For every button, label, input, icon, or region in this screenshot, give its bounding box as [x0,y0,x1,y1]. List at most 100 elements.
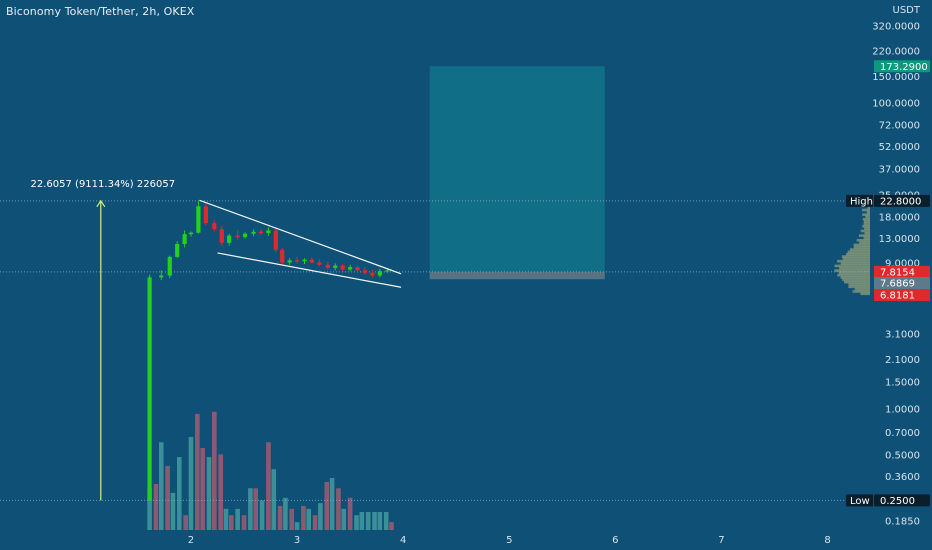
current-price-badge: 7.8154 [880,268,915,279]
candle[interactable] [188,232,194,235]
volume-bar[interactable] [235,508,240,530]
volume-profile-bar [839,266,870,270]
high-tag-bg [846,194,873,207]
candle[interactable] [266,230,271,234]
y-tick-label: 150.0000 [872,72,920,83]
volume-bar[interactable] [170,492,176,530]
candle[interactable] [294,260,300,262]
volume-bar[interactable] [341,508,347,530]
candle[interactable] [212,223,217,230]
candle[interactable] [309,259,315,263]
wedge-lower-line[interactable] [217,252,402,288]
volume-bar[interactable] [359,511,365,530]
candle[interactable] [385,270,390,272]
candle[interactable] [325,264,330,268]
volume-profile-bar [841,255,870,258]
candle[interactable] [175,243,180,257]
volume-bar[interactable] [383,511,389,530]
high-tag: High [850,196,873,207]
candle[interactable] [242,233,248,238]
volume-bar[interactable] [177,457,182,530]
candle[interactable] [159,275,164,278]
y-tick-label: 3.1000 [885,329,920,340]
volume-bar[interactable] [206,457,212,530]
volume-profile-bar [834,264,870,268]
volume-bar[interactable] [259,500,265,530]
volume-bar[interactable] [277,505,283,530]
volume-bar[interactable] [147,488,152,530]
volume-bar[interactable] [228,515,234,530]
volume-profile-bar [867,206,870,209]
candle[interactable] [167,256,172,276]
volume-bar[interactable] [354,515,359,530]
candle[interactable] [251,231,256,234]
low-price-badge: 0.2500 [880,496,915,507]
volume-bar[interactable] [183,515,188,530]
volume-bar[interactable] [241,515,247,530]
volume-bar[interactable] [253,488,258,530]
candle[interactable] [235,235,240,238]
candle[interactable] [333,265,338,268]
target-zone[interactable] [429,66,605,273]
volume-bar[interactable] [336,488,341,530]
volume-bar[interactable] [153,483,159,530]
level-a-badge: 7.6869 [880,279,915,290]
volume-bar[interactable] [195,413,200,530]
volume-bar[interactable] [377,511,383,530]
volume-bar[interactable] [165,465,170,530]
volume-bar[interactable] [266,442,271,530]
candle[interactable] [340,265,345,270]
candle[interactable] [203,206,208,224]
candle[interactable] [147,277,152,501]
x-tick-label: 3 [294,535,300,546]
volume-bar[interactable] [212,411,217,530]
volume-bar[interactable] [158,442,164,530]
volume-bar[interactable] [372,511,377,530]
volume-bar[interactable] [283,497,288,530]
candle[interactable] [302,259,307,262]
candle[interactable] [355,267,360,271]
volume-bar[interactable] [294,522,300,530]
y-tick-label: 1.0000 [885,404,920,415]
candle[interactable] [280,249,285,263]
volume-bar[interactable] [365,511,371,530]
volume-bar[interactable] [188,436,194,530]
candle[interactable] [219,229,224,243]
candle[interactable] [348,267,353,270]
volume-bar[interactable] [248,488,253,530]
candle[interactable] [287,260,292,263]
volume-bar[interactable] [301,505,306,530]
candle[interactable] [317,262,322,265]
candle[interactable] [196,206,201,233]
candle[interactable] [182,234,187,244]
volume-bar[interactable] [324,481,330,530]
volume-bar[interactable] [347,497,353,530]
volume-bar[interactable] [389,522,394,530]
volume-bar[interactable] [200,448,205,530]
chart-title: Biconomy Token/Tether, 2h, OKEX [6,5,195,18]
volume-bar[interactable] [218,454,223,530]
candle[interactable] [377,271,382,276]
y-tick-label: 13.0000 [879,234,920,245]
y-tick-label: 100.0000 [872,99,920,110]
target-price-badge-bg [874,60,930,73]
candle[interactable] [362,270,368,273]
volume-bar[interactable] [329,478,335,530]
stop-zone[interactable] [429,272,605,280]
candle[interactable] [258,231,264,234]
candle[interactable] [273,230,278,250]
volume-bar[interactable] [223,508,229,530]
volume-bar[interactable] [289,508,295,530]
volume-bar[interactable] [318,503,323,530]
candle[interactable] [227,235,232,243]
volume-profile-bar [848,285,870,289]
volume-profile-bar [856,238,870,242]
volume-bar[interactable] [271,469,277,530]
x-tick-label: 2 [188,535,194,546]
volume-bar[interactable] [312,515,318,530]
volume-profile-bar [840,276,870,279]
volume-bar[interactable] [306,508,312,530]
wedge-upper-line[interactable] [199,199,402,275]
candle[interactable] [370,272,375,276]
